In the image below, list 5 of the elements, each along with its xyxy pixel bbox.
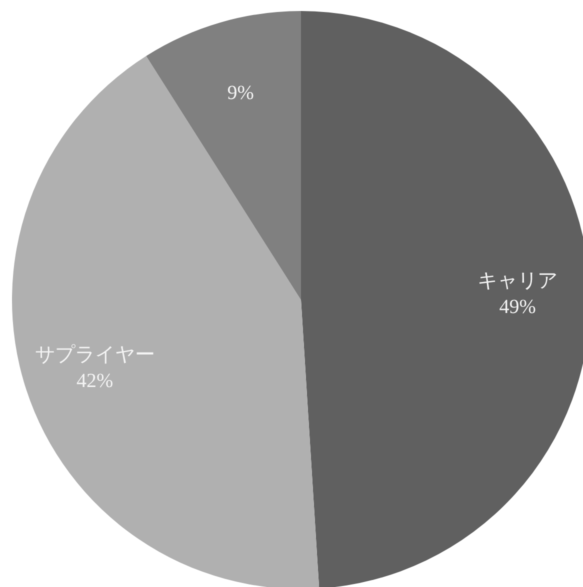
slice-label: キャリア — [478, 270, 558, 292]
data-label: 49% — [499, 296, 536, 318]
data-label: 42% — [76, 370, 114, 392]
data-label: 9% — [227, 82, 254, 104]
slice-label: サプライヤー — [34, 344, 155, 366]
